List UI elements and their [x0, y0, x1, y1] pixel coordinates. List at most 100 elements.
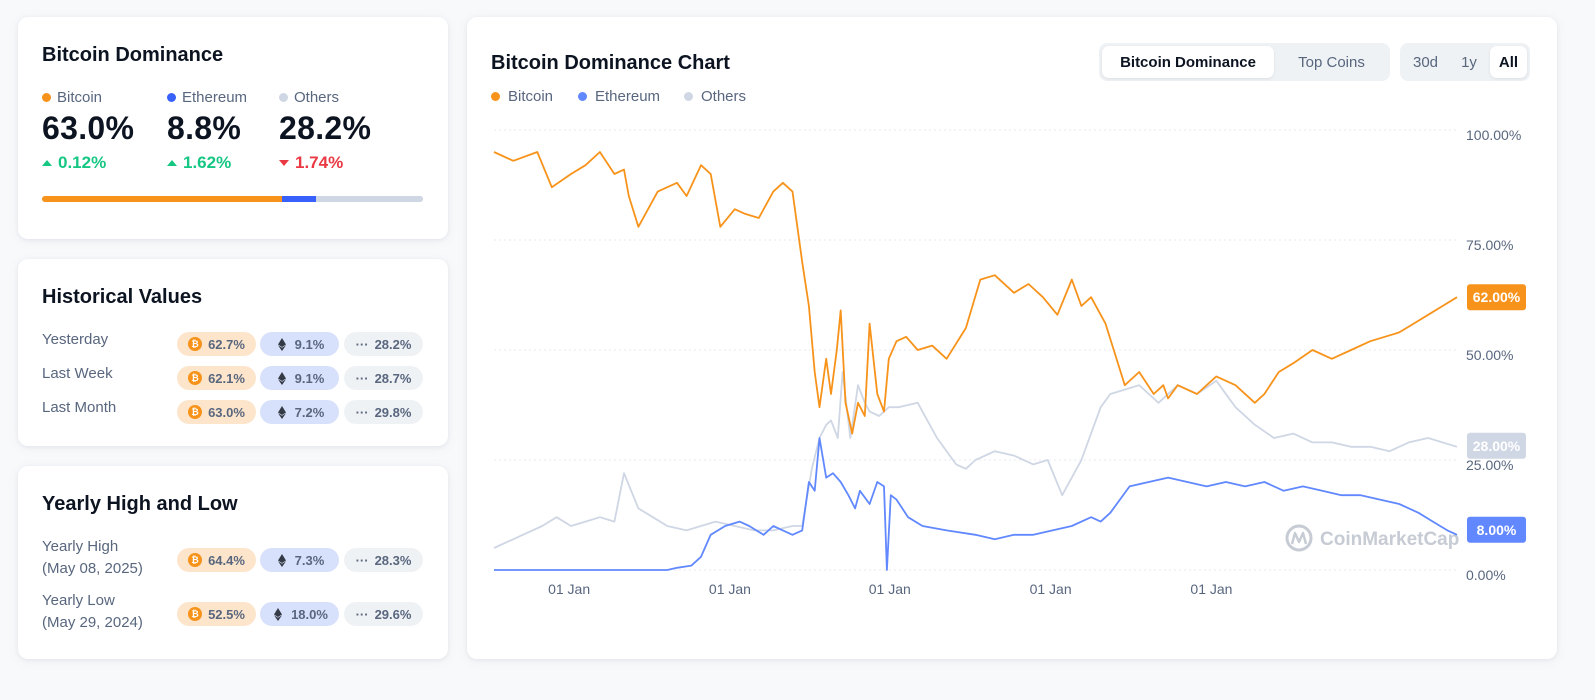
- coinmarketcap-logo-icon: [1285, 524, 1313, 552]
- y-tick-label: 75.00%: [1466, 237, 1513, 253]
- others-pill: ··· 28.3%: [344, 548, 423, 572]
- svg-text:62.00%: 62.00%: [1473, 289, 1521, 305]
- row-label: Yesterday: [42, 331, 109, 348]
- chart-card: Bitcoin Dominance Chart Bitcoin Ethereum…: [467, 17, 1557, 659]
- stat-value: 8.8%: [167, 110, 242, 146]
- yearly-card: Yearly High and Low Yearly High (May 08,…: [18, 466, 448, 659]
- row-label: Yearly Low: [42, 592, 115, 609]
- pill-value: 29.6%: [374, 606, 412, 622]
- x-tick-label: 01 Jan: [1030, 581, 1072, 597]
- eth-pill: 9.1%: [260, 332, 339, 356]
- more-dots-icon: ···: [355, 606, 369, 622]
- ethereum-dot-icon: [167, 93, 176, 102]
- legend-label: Bitcoin: [508, 88, 554, 105]
- eth-pill: 7.2%: [260, 400, 339, 424]
- others-pill: ··· 29.8%: [344, 400, 423, 424]
- legend-ethereum[interactable]: Ethereum: [578, 88, 660, 105]
- ethereum-dot-icon: [578, 92, 587, 101]
- x-tick-label: 01 Jan: [869, 581, 911, 597]
- tab-top-coins[interactable]: Top Coins: [1298, 53, 1365, 71]
- stat-change: 0.12%: [58, 153, 107, 172]
- watermark-text: CoinMarketCap: [1320, 529, 1459, 550]
- range-1y[interactable]: 1y: [1461, 53, 1477, 71]
- more-dots-icon: ···: [355, 552, 369, 568]
- arrow-up-icon: [167, 160, 177, 166]
- pill-value: 28.7%: [374, 370, 412, 386]
- eth-pill: 9.1%: [260, 366, 339, 390]
- ethereum-icon: [275, 337, 289, 351]
- view-toggle: Bitcoin Dominance Top Coins: [1099, 43, 1390, 81]
- others-dot-icon: [279, 93, 288, 102]
- row-date: (May 29, 2024): [42, 614, 143, 631]
- range-all[interactable]: All: [1490, 46, 1527, 78]
- more-dots-icon: ···: [355, 404, 369, 420]
- btc-pill: ₿ 62.1%: [177, 366, 256, 390]
- stat-bitcoin: Bitcoin 63.0% 0.12%: [42, 89, 134, 173]
- dominance-bar-others: [315, 196, 423, 202]
- yearly-title: Yearly High and Low: [42, 493, 238, 515]
- pill-value: 9.1%: [294, 370, 325, 386]
- legend-bitcoin[interactable]: Bitcoin: [491, 88, 553, 105]
- y-tick-label: 0.00%: [1466, 567, 1506, 583]
- row-label: Last Month: [42, 399, 117, 416]
- pill-value: 29.8%: [374, 404, 412, 420]
- legend-label: Ethereum: [595, 88, 661, 105]
- btc-pill: ₿ 62.7%: [177, 332, 256, 356]
- row-date: (May 08, 2025): [42, 560, 143, 577]
- x-tick-label: 01 Jan: [709, 581, 751, 597]
- stat-label: Others: [294, 89, 340, 106]
- legend-others[interactable]: Others: [684, 88, 746, 105]
- x-axis: 01 Jan 01 Jan 01 Jan 01 Jan 01 Jan: [548, 581, 1232, 597]
- legend-label: Others: [701, 88, 747, 105]
- row-label: Last Week: [42, 365, 113, 382]
- svg-text:28.00%: 28.00%: [1473, 438, 1521, 454]
- btc-pill: ₿ 52.5%: [177, 602, 256, 626]
- stat-others: Others 28.2% 1.74%: [279, 89, 371, 173]
- watermark: CoinMarketCap: [1285, 524, 1459, 552]
- value-tag-bitcoin: 62.00%: [1467, 284, 1526, 311]
- dominance-chart[interactable]: 0.00%25.00%50.00%75.00%100.00% 01 Jan 01 …: [467, 17, 1557, 659]
- others-pill: ··· 28.2%: [344, 332, 423, 356]
- value-tag-others: 28.00%: [1467, 432, 1526, 459]
- arrow-up-icon: [42, 160, 52, 166]
- stat-label: Ethereum: [182, 89, 248, 106]
- bitcoin-icon: ₿: [188, 405, 203, 419]
- y-axis: 0.00% 25.00% 50.00% 75.00% 100.00%: [1466, 127, 1521, 583]
- pill-value: 52.5%: [208, 606, 245, 622]
- stat-label: Bitcoin: [57, 89, 103, 106]
- pill-value: 64.4%: [208, 552, 245, 568]
- others-pill: ··· 28.7%: [344, 366, 423, 390]
- ethereum-icon: [275, 553, 289, 567]
- more-dots-icon: ···: [355, 370, 369, 386]
- dominance-bar: [42, 196, 423, 202]
- svg-text:8.00%: 8.00%: [1477, 522, 1517, 538]
- range-30d[interactable]: 30d: [1412, 53, 1439, 71]
- pill-value: 62.7%: [208, 336, 245, 352]
- eth-pill: 7.3%: [260, 548, 339, 572]
- pill-value: 9.1%: [294, 336, 325, 352]
- bitcoin-icon: ₿: [188, 371, 203, 385]
- others-dot-icon: [684, 92, 693, 101]
- series-line-bitcoin: [493, 151, 1458, 435]
- stat-value: 63.0%: [42, 110, 135, 146]
- y-tick-label: 100.00%: [1466, 127, 1521, 143]
- ethereum-icon: [275, 371, 289, 385]
- dominance-card: Bitcoin Dominance Bitcoin 63.0% 0.12% Et…: [18, 17, 448, 239]
- more-dots-icon: ···: [355, 336, 369, 352]
- row-label: Yearly High: [42, 538, 119, 555]
- tab-bitcoin-dominance[interactable]: Bitcoin Dominance: [1102, 46, 1274, 78]
- btc-pill: ₿ 63.0%: [177, 400, 256, 424]
- pill-value: 28.3%: [374, 552, 412, 568]
- stat-change: 1.74%: [295, 153, 344, 172]
- pill-value: 62.1%: [208, 370, 245, 386]
- historical-card: Historical Values Yesterday ₿ 62.7% 9.1% …: [18, 259, 448, 446]
- pill-value: 28.2%: [374, 336, 412, 352]
- ethereum-icon: [275, 405, 289, 419]
- x-tick-label: 01 Jan: [1190, 581, 1232, 597]
- series-line-others: [493, 371, 1458, 549]
- bitcoin-icon: ₿: [188, 337, 203, 351]
- eth-pill: 18.0%: [260, 602, 339, 626]
- y-tick-label: 25.00%: [1466, 457, 1513, 473]
- ethereum-icon: [271, 607, 285, 621]
- dominance-bar-ethereum: [282, 196, 316, 202]
